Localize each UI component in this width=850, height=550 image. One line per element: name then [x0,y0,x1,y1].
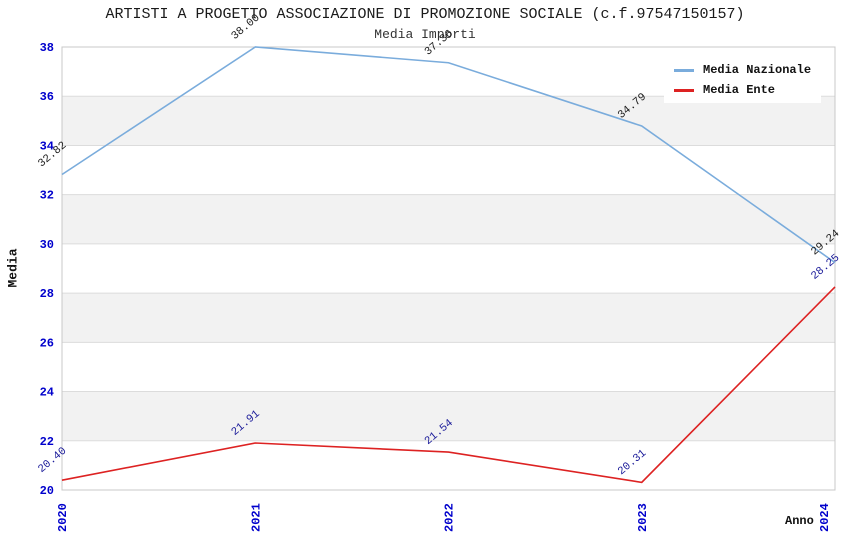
y-tick-label: 34 [40,139,54,153]
y-tick-label: 32 [40,189,54,203]
y-tick-label: 20 [40,484,54,498]
x-tick-label: 2023 [636,503,650,532]
legend-item-media-ente: Media Ente [674,83,811,97]
legend-label-media-ente: Media Ente [703,83,776,97]
y-tick-label: 30 [40,238,54,252]
x-tick-label: 2022 [443,503,457,532]
chart-title: ARTISTI A PROGETTO ASSOCIAZIONE DI PROMO… [105,6,745,23]
y-tick-label: 38 [40,41,54,55]
y-tick-label: 36 [40,90,54,104]
plot-band [62,293,835,343]
x-tick-label: 2024 [818,503,832,532]
plot-band [62,243,835,294]
legend-label-media-nazionale: Media Nazionale [703,63,812,77]
legend-swatch-media-nazionale [674,68,694,72]
plot-band [62,194,835,244]
chart-subtitle: Media Importi [374,27,476,42]
x-tick-label: 2020 [56,503,70,532]
y-tick-label: 26 [40,336,54,350]
y-tick-label: 22 [40,435,54,449]
series-line-media-ente [61,286,836,484]
y-tick-label: 24 [40,386,54,400]
legend-item-media-nazionale: Media Nazionale [674,63,811,77]
data-label: 38.00 [229,12,262,42]
plot-band [62,391,835,441]
y-axis-title: Media [5,248,21,288]
x-tick-label: 2021 [249,503,263,532]
x-axis-title: Anno [785,514,814,528]
y-tick-label: 28 [40,287,54,301]
plot-border [61,46,836,491]
plot-band [62,145,835,195]
legend-swatch-media-ente [674,88,694,92]
series-line-media-nazionale [61,46,836,264]
legend: Media Nazionale Media Ente [664,57,822,103]
plot-band [62,440,835,490]
plot-band [62,342,835,392]
plot-band [62,96,835,146]
